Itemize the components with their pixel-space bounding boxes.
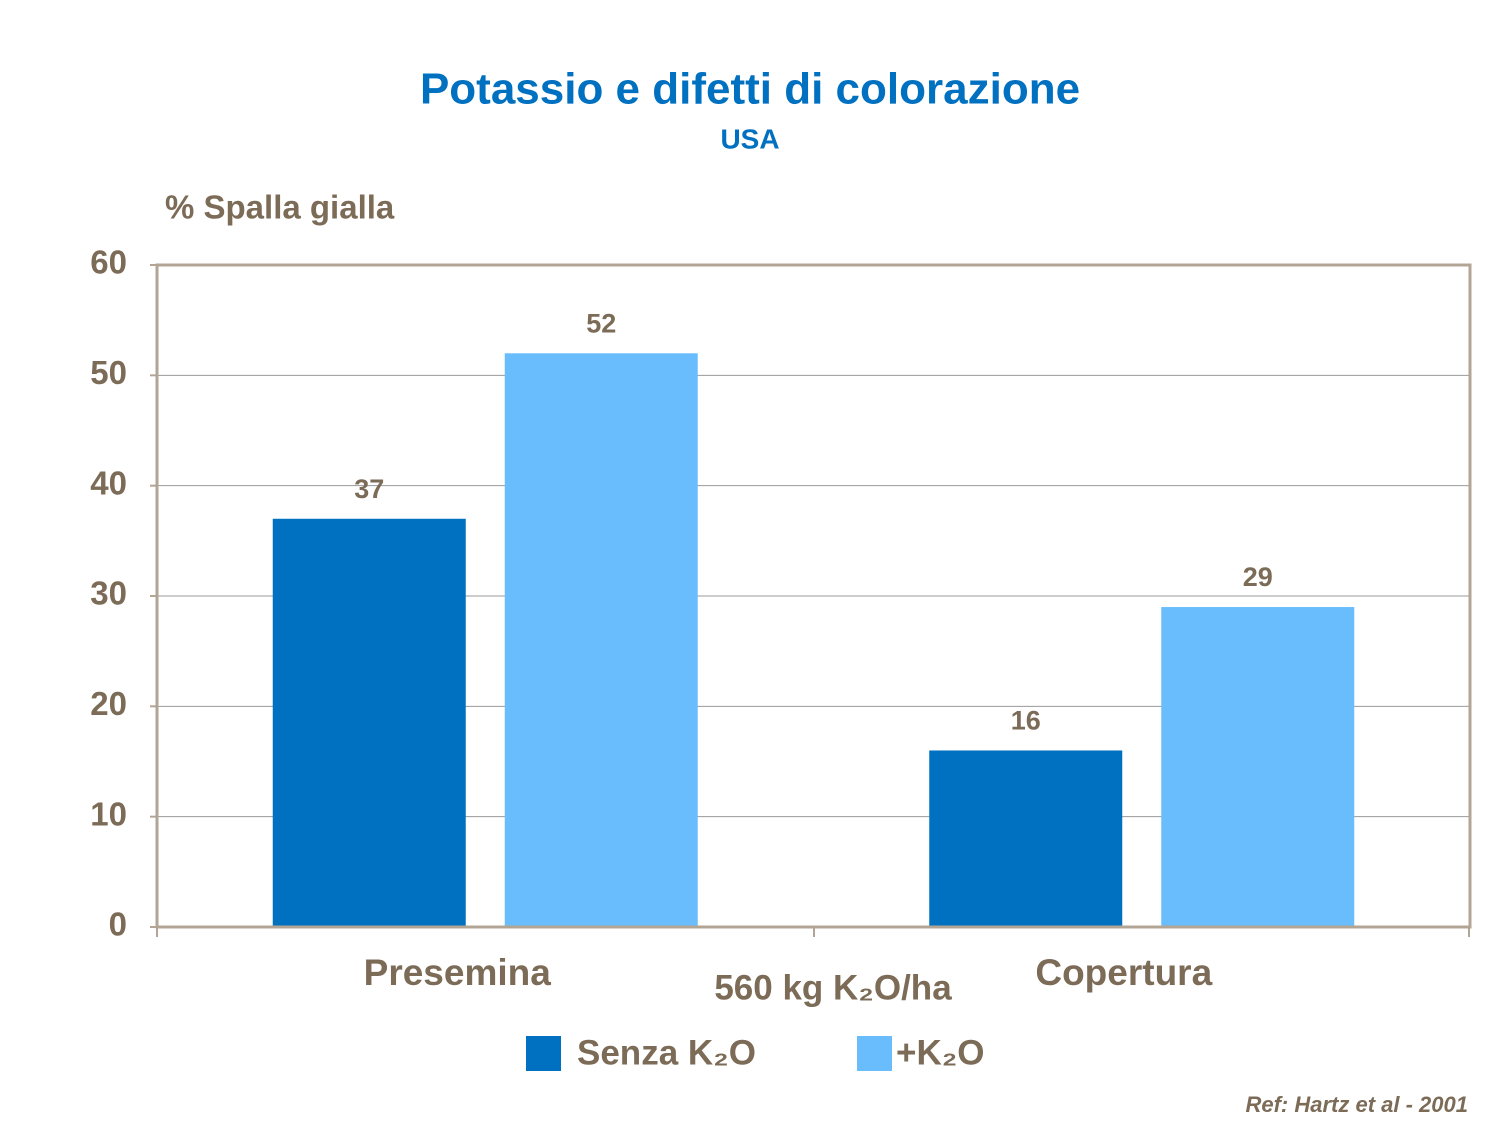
legend-label: Senza K₂O	[577, 1033, 756, 1072]
bar	[272, 518, 466, 927]
reference: Ref: Hartz et al - 2001	[1245, 1092, 1468, 1117]
chart-subtitle: USA	[720, 123, 779, 154]
y-tick-label: 20	[90, 685, 127, 722]
x-axis-label: 560 kg K₂O/ha	[714, 968, 952, 1007]
y-tick-label: 40	[90, 464, 127, 501]
legend-swatch	[857, 1036, 892, 1071]
chart-title: Potassio e difetti di colorazione	[420, 65, 1080, 114]
bar	[504, 353, 698, 927]
x-tick-label: Copertura	[1035, 952, 1212, 993]
bar	[1161, 607, 1355, 927]
data-label: 37	[354, 474, 384, 504]
data-label: 29	[1243, 562, 1273, 592]
y-tick-label: 60	[90, 244, 127, 281]
y-tick-label: 50	[90, 354, 127, 391]
y-tick-label: 30	[90, 575, 127, 612]
data-label: 52	[586, 308, 616, 338]
y-axis-label: % Spalla gialla	[165, 189, 395, 226]
data-label: 16	[1011, 706, 1041, 736]
x-tick-label: Presemina	[364, 952, 552, 993]
y-tick-label: 0	[109, 906, 127, 943]
marks	[272, 353, 1355, 927]
legend-label: +K₂O	[896, 1033, 985, 1072]
y-tick-label: 10	[90, 795, 127, 832]
bar	[929, 750, 1123, 927]
legend-swatch	[526, 1036, 561, 1071]
